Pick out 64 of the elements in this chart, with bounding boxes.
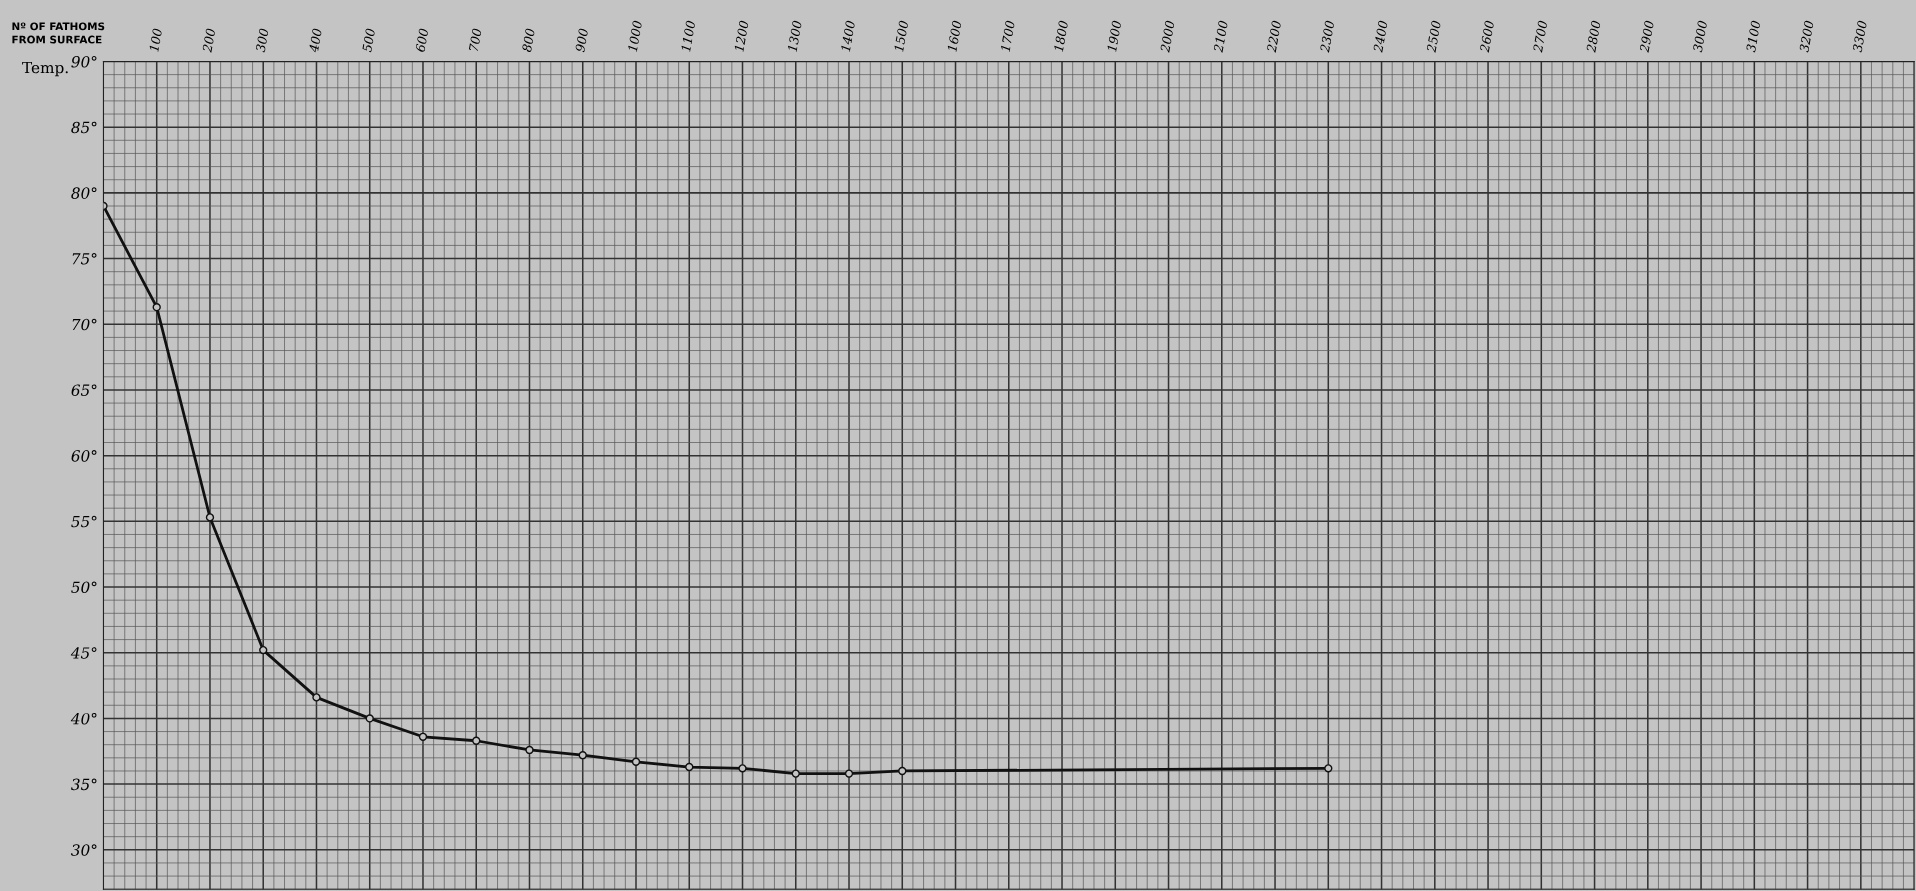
point <box>631 757 641 766</box>
x-tick-label: 1300 <box>787 20 802 52</box>
y-tick-label: 75° <box>72 253 97 265</box>
y-tick-label: 35° <box>71 778 97 791</box>
x-tick-label: 1700 <box>1000 20 1015 52</box>
y-tick-label: 80° <box>71 187 97 199</box>
x-tick-label: 1800 <box>1053 20 1069 52</box>
y-tick-label: 60° <box>71 450 97 462</box>
x-tick-label: 2700 <box>1532 20 1548 53</box>
point <box>312 693 321 702</box>
x-tick-label: 2300 <box>1319 20 1335 53</box>
x-tick-label: 2800 <box>1586 20 1601 53</box>
y-tick-label: 50° <box>71 581 97 594</box>
x-tick-label: 1500 <box>893 20 909 52</box>
x-tick-label: 1600 <box>947 20 962 52</box>
y-tick-label: 70° <box>72 318 97 331</box>
x-tick-label: 800 <box>521 28 536 53</box>
x-tick-label: 2400 <box>1373 20 1388 53</box>
x-tick-label: 900 <box>575 28 589 53</box>
x-tick-label: 600 <box>415 28 429 53</box>
x-tick-label: 3200 <box>1799 20 1814 53</box>
point <box>205 513 215 522</box>
x-tick-label: 3300 <box>1852 20 1868 53</box>
x-tick-label: 2600 <box>1479 20 1495 53</box>
x-tick-label: 1100 <box>680 20 696 52</box>
y-tick-label: 40° <box>70 712 97 725</box>
point <box>472 736 481 745</box>
x-tick-label: 2100 <box>1213 20 1229 53</box>
x-tick-label: 3100 <box>1745 20 1761 53</box>
point <box>685 762 694 772</box>
point <box>525 745 534 755</box>
x-tick-label: 700 <box>468 28 482 52</box>
x-tick-label: 2200 <box>1266 20 1282 53</box>
y-tick-label: 85° <box>71 121 97 134</box>
x-tick-label: 2000 <box>1160 20 1175 53</box>
x-tick-label: 200 <box>202 28 216 53</box>
x-tick-label: 1200 <box>734 20 749 52</box>
x-tick-label: 500 <box>361 28 376 53</box>
x-tick-label: 100 <box>149 28 163 52</box>
x-axis-title: Nº OF FATHOMS FROM SURFACE <box>12 22 105 44</box>
y-tick-label: 30° <box>71 844 97 856</box>
point <box>418 732 428 741</box>
x-tick-label: 2500 <box>1426 20 1442 53</box>
x-tick-label: 1900 <box>1106 20 1122 52</box>
point <box>898 766 907 776</box>
point <box>844 769 854 778</box>
y-tick-label: 90° <box>71 55 97 68</box>
point <box>1324 764 1333 773</box>
point <box>152 303 161 312</box>
point <box>578 751 587 760</box>
point <box>259 645 268 655</box>
x-tick-label: 1000 <box>627 20 643 52</box>
y-tick-label: 45° <box>70 647 97 659</box>
y-tick-label: 55° <box>71 515 97 528</box>
x-tick-label: 1400 <box>840 20 856 52</box>
y-tick-label: 65° <box>71 384 97 396</box>
point <box>791 769 800 778</box>
y-axis-title: Temp. <box>22 61 68 77</box>
point <box>738 764 747 773</box>
x-tick-label: 400 <box>308 28 323 53</box>
point <box>365 714 374 723</box>
x-tick-label: 3000 <box>1692 20 1708 53</box>
x-tick-label: 300 <box>255 28 269 53</box>
x-tick-label: 2900 <box>1639 20 1655 53</box>
